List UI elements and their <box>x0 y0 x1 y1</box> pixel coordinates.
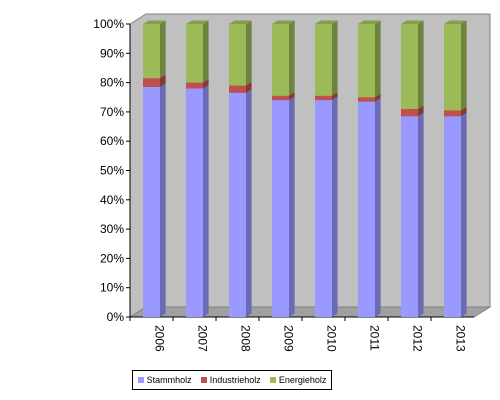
y-tick-label: 70% <box>100 105 124 119</box>
bar-segment-stammholz-2010 <box>315 96 338 318</box>
bar-segment-stammholz-2013 <box>444 112 467 317</box>
bar-segment-energieholz-2013 <box>444 20 467 111</box>
x-tick-label: 2006 <box>153 325 167 352</box>
x-tick-label: 2012 <box>411 325 425 352</box>
legend-label: Industrieholz <box>209 375 261 385</box>
legend-swatch <box>269 377 276 383</box>
x-axis-ticks: 2006 2007 2008 2009 2010 2011 2012 2013 <box>129 317 468 352</box>
bar-segment-stammholz-2011 <box>358 98 381 318</box>
y-tick-label: 10% <box>100 281 124 295</box>
legend-label: Energieholz <box>278 375 327 385</box>
bar-segment-energieholz-2011 <box>358 20 381 98</box>
bar-segment-stammholz-2006 <box>143 83 166 318</box>
y-axis-ticks: 0% 10% 20% 30% 40% 50% 60% 70% 80% 90% 100% <box>93 17 130 324</box>
legend-swatch <box>137 377 144 383</box>
bar-segment-stammholz-2009 <box>272 96 295 318</box>
bar-segment-energieholz-2007 <box>186 20 209 83</box>
bar-segment-stammholz-2007 <box>186 84 209 318</box>
legend-item-industrieholz: Industrieholz <box>200 375 261 385</box>
y-tick-label: 80% <box>100 76 124 90</box>
legend-item-stammholz: Stammholz <box>137 375 192 385</box>
bar-segment-energieholz-2010 <box>315 20 338 96</box>
chart-walls <box>128 13 492 318</box>
bar-segment-energieholz-2008 <box>229 20 252 86</box>
y-tick-label: 50% <box>100 164 124 178</box>
legend-label: Stammholz <box>146 375 192 385</box>
y-tick-label: 90% <box>100 46 124 60</box>
x-tick-label: 2009 <box>282 325 296 352</box>
bar-segment-stammholz-2012 <box>401 112 424 317</box>
y-tick-label: 20% <box>100 251 124 265</box>
y-tick-label: 40% <box>100 193 124 207</box>
legend-swatch <box>200 377 207 383</box>
bar-segment-energieholz-2006 <box>143 20 166 79</box>
x-tick-label: 2008 <box>239 325 253 352</box>
bar-segment-energieholz-2009 <box>272 20 295 96</box>
legend: Stammholz Industrieholz Energieholz <box>132 370 332 390</box>
back-wall <box>129 13 491 318</box>
bar-segment-stammholz-2008 <box>229 89 252 317</box>
bars <box>143 20 467 318</box>
x-tick-label: 2011 <box>368 325 382 351</box>
x-tick-label: 2013 <box>454 325 468 352</box>
x-tick-label: 2007 <box>196 325 210 352</box>
y-tick-label: 0% <box>107 310 125 324</box>
y-tick-label: 100% <box>93 17 124 31</box>
bar-segment-energieholz-2012 <box>401 20 424 109</box>
floor <box>128 306 492 318</box>
y-tick-label: 60% <box>100 134 124 148</box>
legend-item-energieholz: Energieholz <box>269 375 327 385</box>
y-tick-label: 30% <box>100 222 124 236</box>
x-tick-label: 2010 <box>325 325 339 352</box>
